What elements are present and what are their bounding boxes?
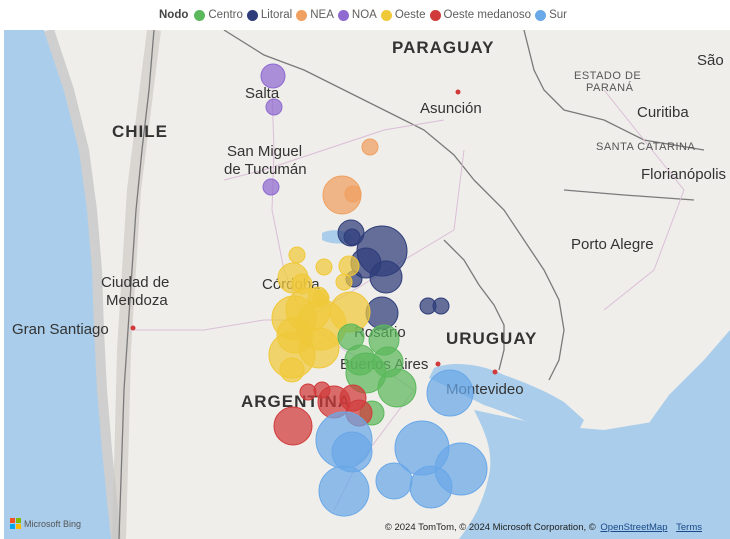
- map[interactable]: PARAGUAY CHILE URUGUAY ARGENTINA ESTADO …: [4, 30, 730, 539]
- city-dot-montevideo: [492, 369, 498, 375]
- legend-dot-icon: [535, 9, 547, 21]
- microsoft-logo-icon: [10, 518, 21, 529]
- borders: [118, 30, 705, 539]
- bubble-layer[interactable]: [260, 63, 488, 517]
- label-tucuman-2: de Tucumán: [224, 161, 307, 178]
- bing-label: Microsoft Bing: [24, 518, 82, 529]
- label-santa-catarina: SANTA CATARINA: [596, 141, 695, 153]
- legend-label: Oeste: [394, 9, 426, 21]
- bubble-nea[interactable]: [361, 138, 379, 156]
- andes-shading: [112, 30, 161, 539]
- label-salta: Salta: [245, 85, 280, 102]
- legend-dot-icon: [194, 9, 206, 21]
- bubble-noa[interactable]: [265, 98, 283, 116]
- bubble-litoral[interactable]: [432, 297, 450, 315]
- legend-label: NOA: [351, 9, 377, 21]
- legend-item-nea[interactable]: NEA: [296, 9, 334, 21]
- bubble-oeste[interactable]: [298, 327, 340, 369]
- bubble-sur[interactable]: [426, 369, 474, 417]
- legend-label: Sur: [549, 9, 567, 21]
- legend-item-centro[interactable]: Centro: [194, 9, 243, 21]
- bubble-sur[interactable]: [331, 431, 373, 473]
- chile-coast: [44, 30, 121, 539]
- bubble-nea[interactable]: [344, 185, 362, 203]
- label-estado-parana-2: PARANÁ: [586, 81, 634, 94]
- bubble-centro[interactable]: [377, 368, 417, 408]
- bubble-oeste[interactable]: [279, 357, 305, 383]
- bubble-oeste-medanoso[interactable]: [273, 406, 313, 446]
- city-dot-buenos-aires: [435, 361, 441, 367]
- legend-item-oeste-medanoso[interactable]: Oeste medanoso: [429, 9, 532, 21]
- label-estado-parana-1: ESTADO DE: [574, 70, 641, 82]
- label-paraguay: PARAGUAY: [392, 38, 494, 57]
- legend-dot-icon: [296, 9, 308, 21]
- legend-label: Oeste medanoso: [443, 9, 532, 21]
- bubble-litoral[interactable]: [365, 296, 399, 330]
- legend-dot-icon: [337, 9, 349, 21]
- openstreetmap-link[interactable]: OpenStreetMap: [600, 522, 668, 533]
- legend-label: Litoral: [260, 9, 293, 21]
- legend-label: Centro: [208, 9, 243, 21]
- label-mendoza-1: Ciudad de: [101, 274, 169, 291]
- city-dot-santiago: [130, 325, 136, 331]
- bubble-noa[interactable]: [262, 178, 280, 196]
- terms-link[interactable]: Terms: [676, 522, 702, 533]
- bubble-sur[interactable]: [318, 465, 370, 517]
- bubble-litoral[interactable]: [343, 228, 361, 246]
- bubble-oeste-medanoso[interactable]: [299, 383, 317, 401]
- bubble-sur[interactable]: [375, 462, 413, 500]
- label-florianopolis: Florianópolis: [641, 166, 726, 183]
- legend-item-oeste[interactable]: Oeste: [380, 9, 426, 21]
- label-uruguay: URUGUAY: [446, 329, 537, 348]
- label-porto-alegre: Porto Alegre: [571, 236, 654, 253]
- bubble-oeste[interactable]: [338, 255, 360, 277]
- legend-title: Nodo: [158, 9, 189, 21]
- bubble-oeste[interactable]: [335, 273, 353, 291]
- legend: Nodo Centro Litoral NEA NOA Oeste Oeste medan…: [0, 0, 730, 30]
- legend-dot-icon: [380, 9, 392, 21]
- label-gran-santiago: Gran Santiago: [12, 321, 109, 338]
- bubble-oeste[interactable]: [288, 246, 306, 264]
- legend-item-sur[interactable]: Sur: [535, 9, 567, 21]
- city-dot-asuncion: [455, 89, 461, 95]
- label-asuncion: Asunción: [420, 100, 482, 117]
- label-tucuman-1: San Miguel: [227, 143, 302, 160]
- bubble-litoral[interactable]: [369, 260, 403, 294]
- map-attribution: © 2024 TomTom, © 2024 Microsoft Corporat…: [385, 522, 702, 533]
- bubble-oeste[interactable]: [315, 258, 333, 276]
- label-chile: CHILE: [112, 122, 168, 141]
- legend-item-noa[interactable]: NOA: [337, 9, 377, 21]
- label-curitiba: Curitiba: [637, 104, 689, 121]
- legend-dot-icon: [429, 9, 441, 21]
- bubble-sur[interactable]: [409, 465, 453, 509]
- bubble-noa[interactable]: [260, 63, 286, 89]
- attribution-text: © 2024 TomTom, © 2024 Microsoft Corporat…: [384, 522, 596, 533]
- legend-dot-icon: [246, 9, 258, 21]
- bing-logo: Microsoft Bing: [10, 518, 81, 529]
- legend-label: NEA: [310, 9, 334, 21]
- legend-item-litoral[interactable]: Litoral: [246, 9, 293, 21]
- label-sao: São: [697, 52, 724, 69]
- atlantic-coast: [459, 360, 730, 539]
- label-mendoza-2: Mendoza: [106, 292, 168, 309]
